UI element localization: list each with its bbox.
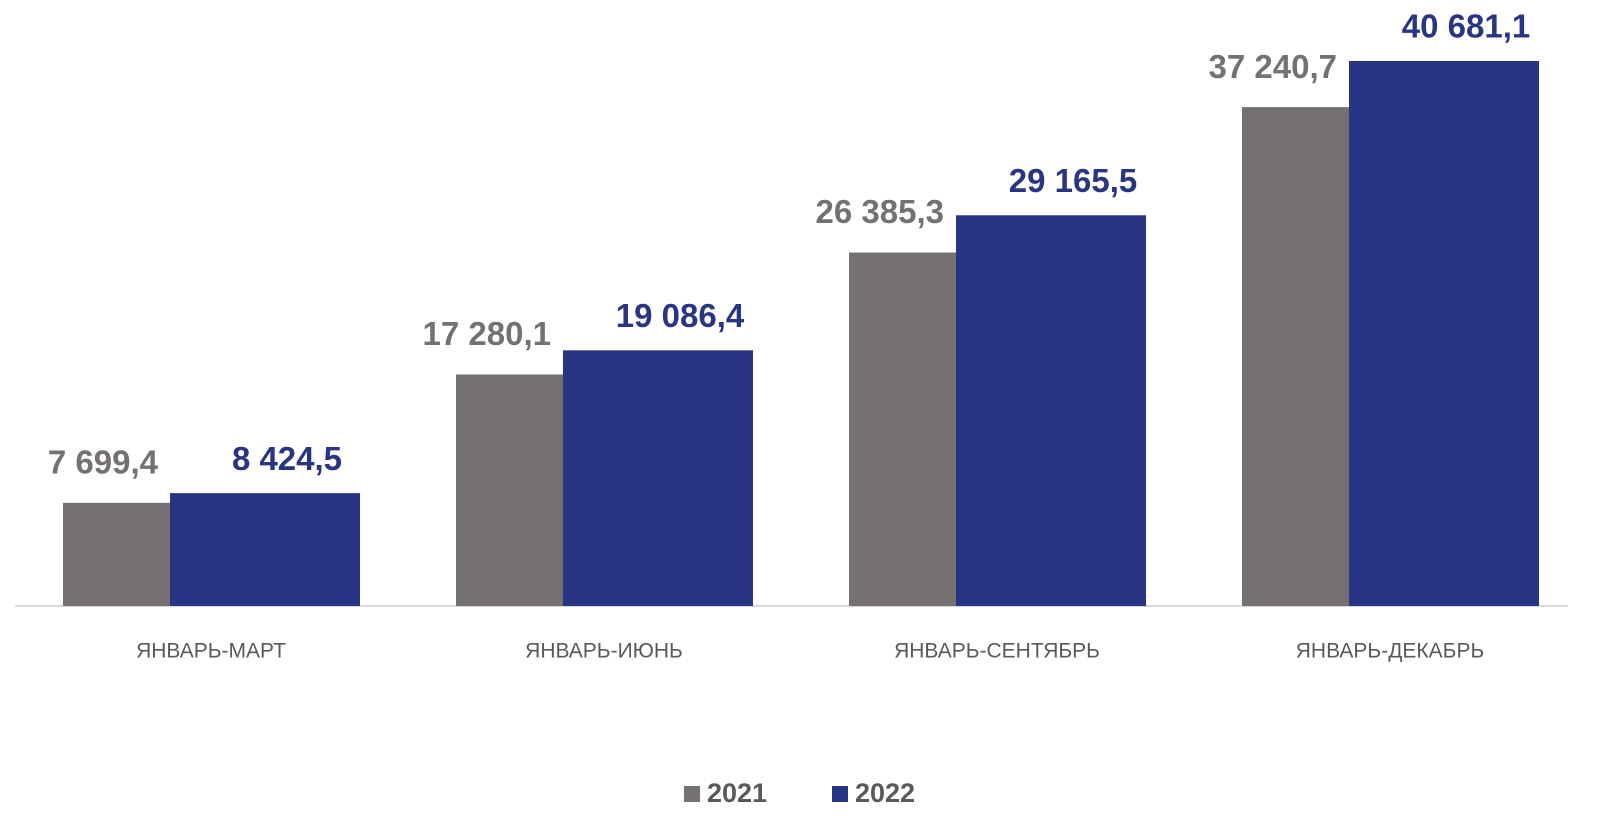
x-tick-label: ЯНВАРЬ-ДЕКАБРЬ <box>1296 640 1484 663</box>
bar <box>956 215 1146 606</box>
data-label: 29 165,5 <box>1009 162 1137 199</box>
x-tick-label: ЯНВАРЬ-МАРТ <box>136 640 286 663</box>
bar <box>1349 61 1539 606</box>
data-label: 40 681,1 <box>1402 8 1530 45</box>
data-label: 26 385,3 <box>816 193 944 230</box>
x-tick-label: ЯНВАРЬ-ИЮНЬ <box>525 640 683 663</box>
data-label: 7 699,4 <box>48 444 159 481</box>
bar <box>63 502 170 606</box>
data-label: 8 424,5 <box>232 440 342 477</box>
data-label: 17 280,1 <box>423 315 551 352</box>
bar <box>849 252 956 607</box>
legend-label: 2022 <box>855 778 915 808</box>
bar <box>456 374 563 606</box>
bar <box>563 350 753 606</box>
data-label: 37 240,7 <box>1209 48 1337 85</box>
bar <box>170 493 360 606</box>
legend-swatch <box>832 786 848 802</box>
bar <box>1242 107 1349 607</box>
x-tick-label: ЯНВАРЬ-СЕНТЯБРЬ <box>894 640 1100 663</box>
legend-swatch <box>684 786 700 802</box>
legend-label: 2021 <box>707 778 767 808</box>
data-label: 19 086,4 <box>616 297 745 334</box>
